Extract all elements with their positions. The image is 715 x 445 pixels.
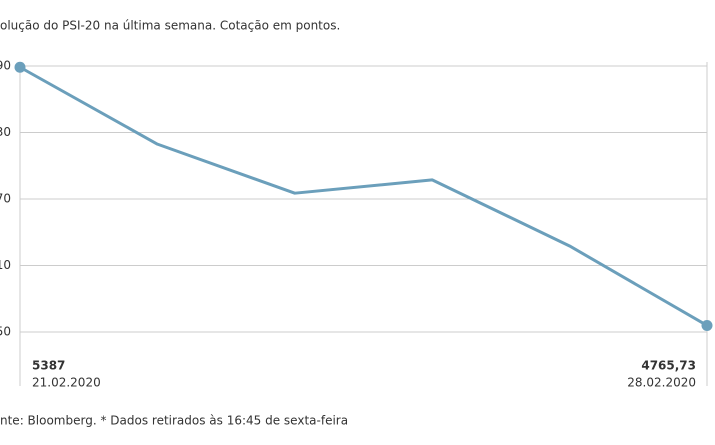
- chart-title: olução do PSI-20 na última semana. Cotaç…: [0, 19, 340, 33]
- value-label: 4765,73: [641, 359, 696, 373]
- value-label: 5387: [32, 359, 65, 373]
- y-tick-label: 50: [0, 325, 11, 339]
- y-tick-label: 30: [0, 125, 11, 139]
- y-tick-label: 10: [0, 258, 11, 272]
- y-tick-label: 90: [0, 59, 11, 73]
- x-tick-label: 28.02.2020: [627, 376, 696, 390]
- end-point: [701, 319, 713, 331]
- y-tick-label: 70: [0, 192, 11, 206]
- end-point: [14, 61, 26, 73]
- x-tick-label: 21.02.2020: [32, 376, 101, 390]
- source-note: nte: Bloomberg. * Dados retirados às 16:…: [0, 414, 348, 428]
- series-line: [19, 65, 708, 327]
